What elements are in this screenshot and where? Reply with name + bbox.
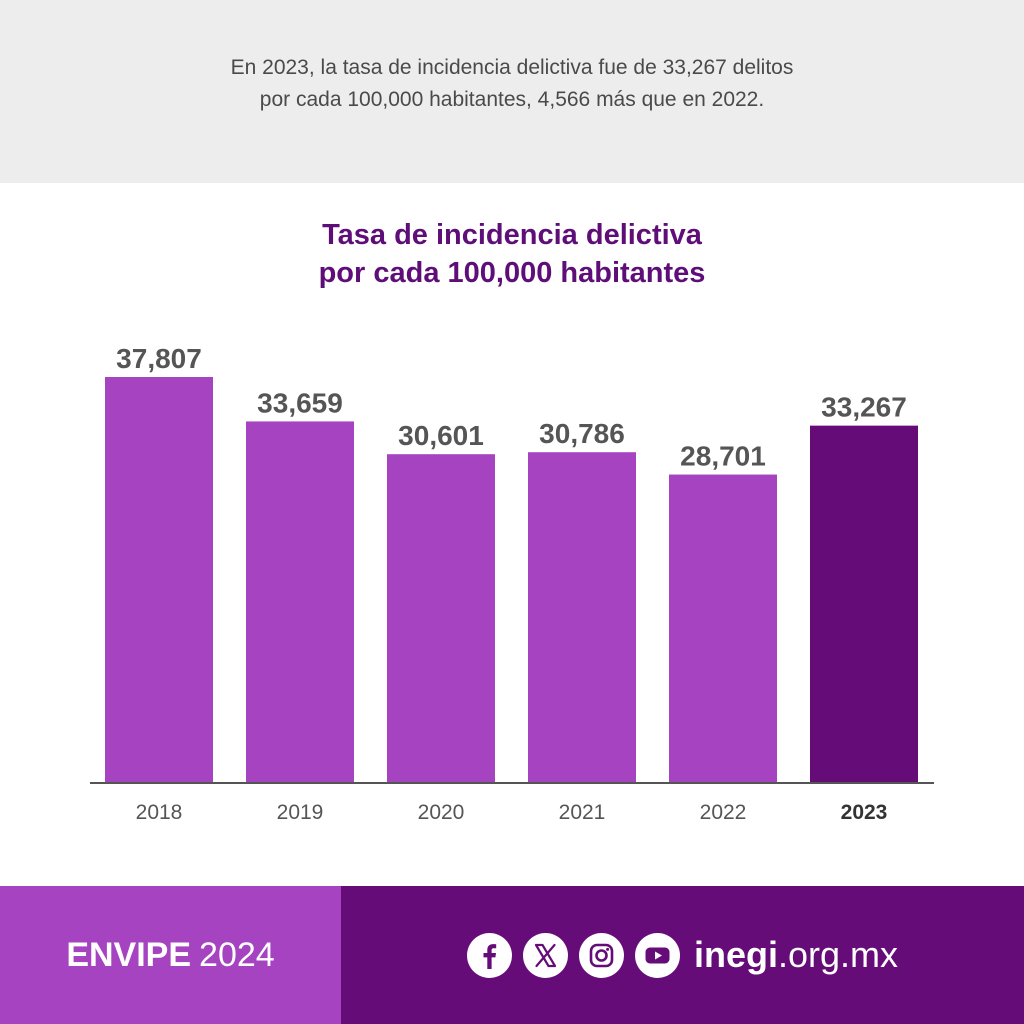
value-label-2021: 30,786 <box>539 418 625 449</box>
x-icon[interactable] <box>522 932 568 978</box>
header-text: En 2023, la tasa de incidencia delictiva… <box>162 52 862 116</box>
site-name: inegi <box>693 934 778 975</box>
site-domain: .org.mx <box>777 934 899 975</box>
category-label-2022: 2022 <box>700 801 747 824</box>
social-icons <box>466 932 680 978</box>
chart-title: Tasa de incidencia delictiva por cada 10… <box>0 216 1024 292</box>
header-line-2: por cada 100,000 habitantes, 4,566 más q… <box>259 87 765 111</box>
facebook-icon[interactable] <box>466 932 512 978</box>
value-label-2020: 30,601 <box>398 420 484 451</box>
value-label-2022: 28,701 <box>680 441 766 472</box>
bar-2023 <box>810 425 918 782</box>
header-line-1: En 2023, la tasa de incidencia delictiva… <box>230 55 794 79</box>
brand-logo: ENVIPE 2024 <box>66 936 274 975</box>
bar-2020 <box>387 454 495 782</box>
chart-title-line-1: Tasa de incidencia delictiva <box>322 219 702 251</box>
youtube-icon[interactable] <box>634 932 680 978</box>
instagram-icon[interactable] <box>578 932 624 978</box>
category-label-2023: 2023 <box>841 801 888 824</box>
value-label-2023: 33,267 <box>821 392 907 423</box>
category-label-2020: 2020 <box>418 801 465 824</box>
bar-2019 <box>246 421 354 782</box>
value-label-2019: 33,659 <box>257 387 343 418</box>
category-label-2021: 2021 <box>559 801 606 824</box>
bar-chart: 37,807 2018 33,659 2019 30,601 2020 30,786 2021… <box>90 343 934 824</box>
footer-brand: ENVIPE 2024 <box>0 886 341 1024</box>
bar-2021 <box>528 452 636 782</box>
header-band: En 2023, la tasa de incidencia delictiva… <box>0 0 1024 183</box>
footer-links: inegi.org.mx <box>341 886 1024 1024</box>
website-link[interactable]: inegi.org.mx <box>694 934 898 976</box>
category-label-2018: 2018 <box>136 801 183 824</box>
chart-title-line-2: por cada 100,000 habitantes <box>318 257 706 289</box>
brand-year: 2024 <box>199 935 275 974</box>
bar-2018 <box>105 377 213 782</box>
value-label-2018: 37,807 <box>116 343 202 374</box>
bar-2022 <box>669 474 777 782</box>
category-label-2019: 2019 <box>277 801 324 824</box>
brand-name: ENVIPE <box>66 935 192 974</box>
